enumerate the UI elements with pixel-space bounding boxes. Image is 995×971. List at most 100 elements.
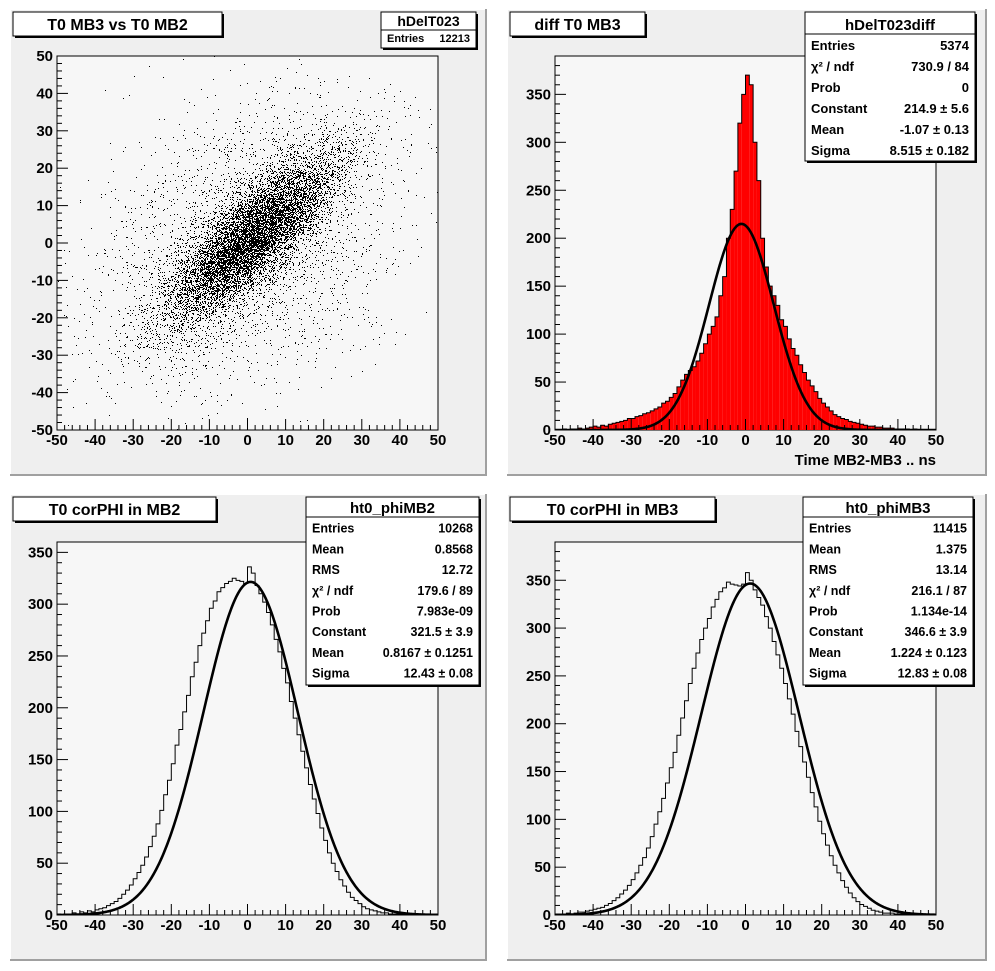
histogram-bin [783,326,788,430]
histogram-bin [722,276,727,430]
x-tick-label: 40 [392,917,409,934]
x-tick-label: 0 [243,917,251,934]
y-tick-label: 50 [534,374,551,391]
histogram-bin [821,403,826,430]
histogram-bin [863,425,868,430]
fit-curve [57,580,438,915]
axes: -50 -40 -30 -20 -10 0 10 20 30 40 50 0 50 100 150 200 25… [526,55,944,449]
x-tick-label: -20 [658,432,680,449]
stats-value: 11415 [933,522,967,536]
histogram-bin [619,421,624,430]
x-tick-label: -40 [84,917,106,934]
histogram-bin [844,419,849,430]
stats-value: -1.07 ± 0.13 [900,122,969,137]
stats-box-frame [802,496,974,686]
stats-box: ht0_phiMB2 Entries 10268 Mean 0.8568 RMS 12.72… [305,496,481,687]
axes: -50 -40 -30 -20 -10 0 10 20 30 40 50 -50 -40 -30 -20 -1… [31,48,446,449]
histogram-bin [593,426,597,430]
stats-label: Constant [312,625,367,639]
histogram-bin [829,410,834,430]
scatter-points [58,56,438,430]
x-tick-label: -40 [582,917,604,934]
x-tick-label: -10 [199,917,221,934]
stats-value: 12.83 ± 0.08 [898,667,967,681]
stats-value: 321.5 ± 3.9 [411,625,474,639]
plot-area [555,572,936,915]
x-tick-label: -30 [620,432,642,449]
stats-value: 1.134e-14 [911,605,967,619]
histogram-bin [852,422,856,430]
pad-bevel-light [506,493,986,960]
histogram-bin [715,316,719,430]
stats-value: 1.224 ± 0.123 [891,646,967,660]
histogram-bin [635,416,639,430]
y-tick-label: -10 [31,272,53,289]
stats-label: Prob [809,605,838,619]
pad-bevel-dark [10,494,487,961]
title-box [509,496,716,522]
histogram-bin [756,180,761,430]
histogram-bin [848,421,853,430]
histogram-bin [779,319,784,430]
histogram-bin [855,423,860,430]
histogram-bin [589,427,594,430]
y-tick-label: 150 [526,278,551,295]
stats-value: 13.14 [936,563,967,577]
stats-name: hDelT023diff [845,17,936,34]
y-tick-label: 30 [36,123,53,140]
plot-area [555,74,936,430]
y-tick-label: 20 [36,160,53,177]
y-tick-label: 350 [28,544,53,561]
x-tick-label: -20 [160,917,182,934]
y-tick-label: 300 [28,596,53,613]
stats-value: 730.9 / 84 [911,59,970,74]
histogram-bin [676,386,681,430]
stats-value: 7.983e-09 [417,605,473,619]
x-tick-label: 30 [353,432,370,449]
histogram-bin [795,355,799,430]
histogram-bin [688,370,693,430]
histogram-bin [871,426,876,430]
histogram-bin [650,410,655,430]
histogram-bin [817,398,822,430]
stats-label: Entries [387,33,424,45]
fit-curve [555,222,936,430]
stats-label: Mean [809,646,841,660]
histogram-bin [726,238,731,430]
chart-pad-2: -50 -40 -30 -20 -10 0 10 20 30 40 50 0 50 100 150 200 25… [506,8,987,476]
histogram-bin [669,397,674,430]
histogram-bin [707,334,712,430]
x-tick-label: -50 [46,432,68,449]
x-tick-label: 40 [890,917,907,934]
stats-box: hDelT023 Entries 12213 [380,11,478,50]
y-tick-label: 200 [526,716,551,733]
y-tick-label: 0 [45,907,53,924]
stats-name: ht0_phiMB2 [350,500,435,517]
y-tick-label: 0 [543,907,551,924]
x-tick-label: 50 [430,917,447,934]
histogram-bin [768,286,773,430]
chart-pad-3: -50 -40 -30 -20 -10 0 10 20 30 40 50 0 50 100 150 200 25… [9,493,487,961]
histogram-bin [787,338,792,430]
histogram-bin [867,426,872,430]
x-tick-label: -30 [620,917,642,934]
stats-box: hDelT023diff Entries 5374 χ² / ndf 730.9 / 8… [804,11,977,163]
x-tick-label: -10 [697,917,719,934]
histogram-bin [764,266,769,430]
stats-value: 1.375 [936,542,967,556]
stats-label: RMS [312,563,340,577]
histogram-bin [734,171,738,430]
stats-value: 0 [962,80,969,95]
histogram-bin [741,94,746,430]
histogram-bin [810,385,815,430]
stats-label: χ² / ndf [312,584,354,598]
y-tick-label: 250 [526,668,551,685]
chart-title: T0 MB3 vs T0 MB2 [47,17,188,34]
chart-pad-1: -50 -40 -30 -20 -10 0 10 20 30 40 50 -50 -40 -30 -20 -1… [9,8,487,476]
histogram-bin [680,380,685,430]
x-tick-label: 40 [392,432,409,449]
scatter-point [58,56,438,430]
y-tick-label: 40 [36,85,53,102]
stats-name: ht0_phiMB3 [845,500,930,517]
